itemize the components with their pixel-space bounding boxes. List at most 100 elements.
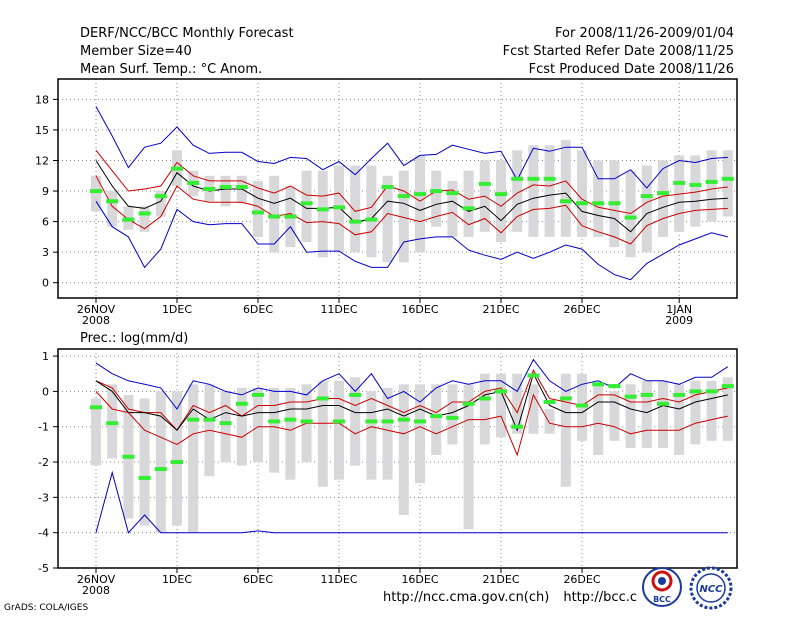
prec-spread-box xyxy=(285,387,296,480)
prec-median-mark xyxy=(592,382,605,387)
temp-median-mark xyxy=(640,194,653,199)
temp-xtick-label: 26DEC xyxy=(563,303,600,316)
url-ncc-link[interactable]: http://ncc.cma.gov.cn(ch) xyxy=(383,590,550,605)
prec-median-mark xyxy=(414,419,426,424)
temp-median-mark xyxy=(608,201,621,206)
prec-frame xyxy=(57,348,738,569)
temp-ensemble-max-line xyxy=(95,106,728,189)
prec-median-mark xyxy=(122,454,135,459)
temp-xtick-label: 26NOV xyxy=(77,303,116,316)
prec-median-mark xyxy=(284,417,297,422)
prec-spread-box xyxy=(496,373,506,438)
prec-spread-box xyxy=(398,384,409,516)
temp-spread-box xyxy=(706,150,717,222)
temp-upper-spread-line xyxy=(95,149,728,215)
temp-median-mark xyxy=(559,199,572,204)
prec-ytick-label: -3 xyxy=(38,491,49,504)
prec-spread-box xyxy=(317,380,328,487)
temp-median-mark xyxy=(187,180,200,185)
temp-ytick-label: 0 xyxy=(42,277,49,290)
temp-frame xyxy=(57,78,738,299)
prec-spread-box xyxy=(236,387,247,466)
temp-median-mark xyxy=(268,214,281,219)
temp-median-mark xyxy=(673,180,686,185)
prec-median-mark xyxy=(219,421,232,426)
url-bcc-link[interactable]: http://bcc.c xyxy=(563,590,637,605)
temp-spread-box xyxy=(398,170,409,263)
temp-median-mark xyxy=(511,176,524,181)
member-size: Member Size=40 xyxy=(80,44,192,59)
prec-xtick-label: 1DEC xyxy=(162,573,192,586)
ncc-logo-text: NCC xyxy=(699,584,723,595)
prec-spread-box xyxy=(91,398,101,466)
prec-spread-box xyxy=(641,380,652,448)
prec-median-mark xyxy=(268,419,281,424)
temp-median-mark xyxy=(300,201,313,206)
prec-median-mark xyxy=(365,419,378,424)
prec-spread-box xyxy=(706,380,717,441)
prec-median-mark xyxy=(397,417,410,422)
temp-median-mark xyxy=(689,182,702,187)
prec-median-mark xyxy=(90,405,102,410)
temp-spread-box xyxy=(722,150,733,217)
prec-xtick-year: 2008 xyxy=(82,584,110,597)
temp-spread-box xyxy=(269,175,280,253)
prec-spread-box xyxy=(172,391,182,526)
temp-spread-box xyxy=(220,175,231,207)
temp-spread-box xyxy=(431,170,442,227)
prec-median-mark xyxy=(171,460,183,465)
temp-ytick-label: 15 xyxy=(35,124,49,137)
precipitation-variable-label: Prec.: log(mm/d) xyxy=(80,331,189,346)
temp-ytick-label: 3 xyxy=(42,246,49,259)
prec-spread-box xyxy=(544,409,555,434)
prec-median-mark xyxy=(235,401,248,406)
prec-spread-box xyxy=(139,398,150,526)
temp-spread-box xyxy=(528,145,539,237)
temp-spread-box xyxy=(641,165,652,253)
prec-median-mark xyxy=(624,394,637,399)
temp-median-mark xyxy=(446,191,459,196)
prec-median-mark xyxy=(478,396,491,401)
prec-upper-spread-line xyxy=(95,369,728,432)
prec-median-mark xyxy=(446,415,459,420)
temp-xtick-year: 2008 xyxy=(82,314,110,327)
prec-median-mark xyxy=(543,399,556,404)
prec-spread-box xyxy=(269,387,280,473)
prec-median-mark xyxy=(252,392,264,397)
temp-ensemble-mean-line xyxy=(95,160,728,233)
temp-ytick-label: 6 xyxy=(42,216,49,229)
temp-spread-box xyxy=(382,175,393,263)
temp-ensemble-min-line xyxy=(95,200,728,281)
temp-xtick-year: 2009 xyxy=(665,314,693,327)
prec-ytick-label: -5 xyxy=(38,562,49,575)
prec-spread-box xyxy=(415,384,425,484)
temp-spread-box xyxy=(512,150,523,232)
temp-median-mark xyxy=(657,191,669,196)
prec-median-mark xyxy=(138,475,151,480)
prec-spread-box xyxy=(366,391,377,480)
temp-median-mark xyxy=(430,189,443,194)
prec-spread-box xyxy=(609,391,620,441)
temp-median-mark xyxy=(138,211,151,216)
prec-median-mark xyxy=(657,401,669,406)
temp-spread-box xyxy=(674,155,685,232)
temp-spread-box xyxy=(577,150,587,237)
temp-median-mark xyxy=(478,181,491,186)
produced-date: Fcst Produced Date 2008/11/26 xyxy=(528,62,734,77)
temp-median-mark xyxy=(349,219,362,224)
prec-ensemble-min-line xyxy=(95,470,728,534)
footer-urls: http://ncc.cma.gov.cn(ch) http://bcc.c xyxy=(383,590,651,605)
temp-xtick-label: 1JAN xyxy=(666,303,692,316)
prec-median-mark xyxy=(721,384,734,389)
prec-median-mark xyxy=(608,384,621,389)
prec-spread-box xyxy=(253,387,263,463)
temp-spread-box xyxy=(463,170,474,237)
prec-ytick-label: -4 xyxy=(38,527,49,540)
temp-median-mark xyxy=(122,217,135,222)
prec-xtick-label: 16DEC xyxy=(401,573,438,586)
prec-spread-box xyxy=(447,384,458,445)
prec-median-mark xyxy=(203,417,216,422)
